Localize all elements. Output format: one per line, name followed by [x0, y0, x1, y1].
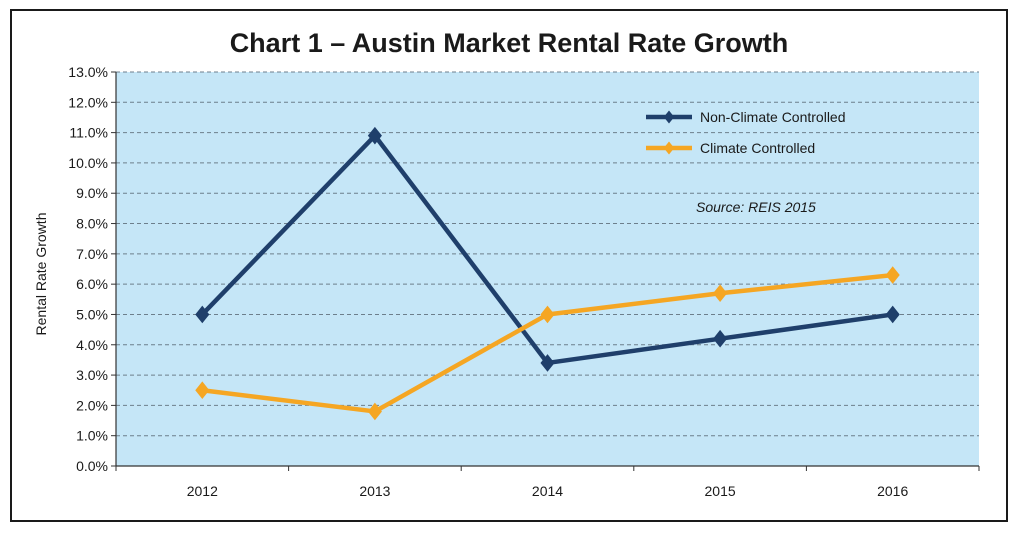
y-tick-label: 5.0% — [76, 306, 108, 322]
x-tick-label: 2012 — [187, 483, 218, 499]
data-point — [713, 284, 728, 303]
data-point — [713, 329, 728, 348]
y-axis-title: Rental Rate Growth — [33, 213, 49, 336]
y-tick-label: 10.0% — [68, 155, 108, 171]
data-point — [367, 402, 382, 421]
x-tick-label: 2013 — [359, 483, 390, 499]
data-point — [540, 305, 555, 324]
y-tick-label: 12.0% — [68, 94, 108, 110]
y-tick-label: 2.0% — [76, 397, 108, 413]
series-lines — [195, 126, 900, 421]
x-tick-label: 2014 — [532, 483, 563, 499]
y-tick-label: 9.0% — [76, 185, 108, 201]
y-tick-label: 3.0% — [76, 367, 108, 383]
series-0 — [195, 126, 900, 372]
data-point — [195, 381, 210, 400]
legend-swatch-marker — [663, 141, 675, 155]
x-tick-labels: 2012 2013 2014 2015 2016 — [187, 483, 909, 499]
series-1 — [195, 266, 900, 421]
y-tick-labels: 0.0% 1.0% 2.0% 3.0% 4.0% 5.0% 6.0% 7.0% 8.0% 9.0%… — [68, 64, 108, 474]
y-tick-label: 4.0% — [76, 337, 108, 353]
y-tick-label: 6.0% — [76, 276, 108, 292]
data-point — [885, 305, 900, 324]
plot-area — [116, 72, 979, 466]
y-tick-label: 0.0% — [76, 458, 108, 474]
data-point — [885, 266, 900, 284]
legend-label: Climate Controlled — [700, 140, 815, 156]
chart-title: Chart 1 – Austin Market Rental Rate Grow… — [230, 28, 789, 58]
chart-frame: Chart 1 – Austin Market Rental Rate Grow… — [10, 9, 1008, 522]
y-tick-label: 13.0% — [68, 64, 108, 80]
y-tick-label: 11.0% — [69, 125, 108, 141]
legend: Non-Climate Controlled Climate Controlled — [646, 109, 846, 156]
y-tick-label: 7.0% — [76, 246, 108, 262]
axes — [111, 71, 980, 471]
legend-label: Non-Climate Controlled — [700, 109, 846, 125]
y-tick-label: 1.0% — [76, 428, 108, 444]
line-chart: Chart 1 – Austin Market Rental Rate Grow… — [33, 28, 980, 499]
source-annotation: Source: REIS 2015 — [696, 199, 816, 215]
data-point — [195, 305, 210, 324]
x-tick-label: 2015 — [705, 483, 736, 499]
data-point — [367, 126, 382, 145]
legend-swatch-marker — [663, 110, 675, 124]
data-point — [540, 354, 555, 372]
y-tick-label: 8.0% — [76, 216, 108, 232]
x-tick-label: 2016 — [877, 483, 908, 499]
